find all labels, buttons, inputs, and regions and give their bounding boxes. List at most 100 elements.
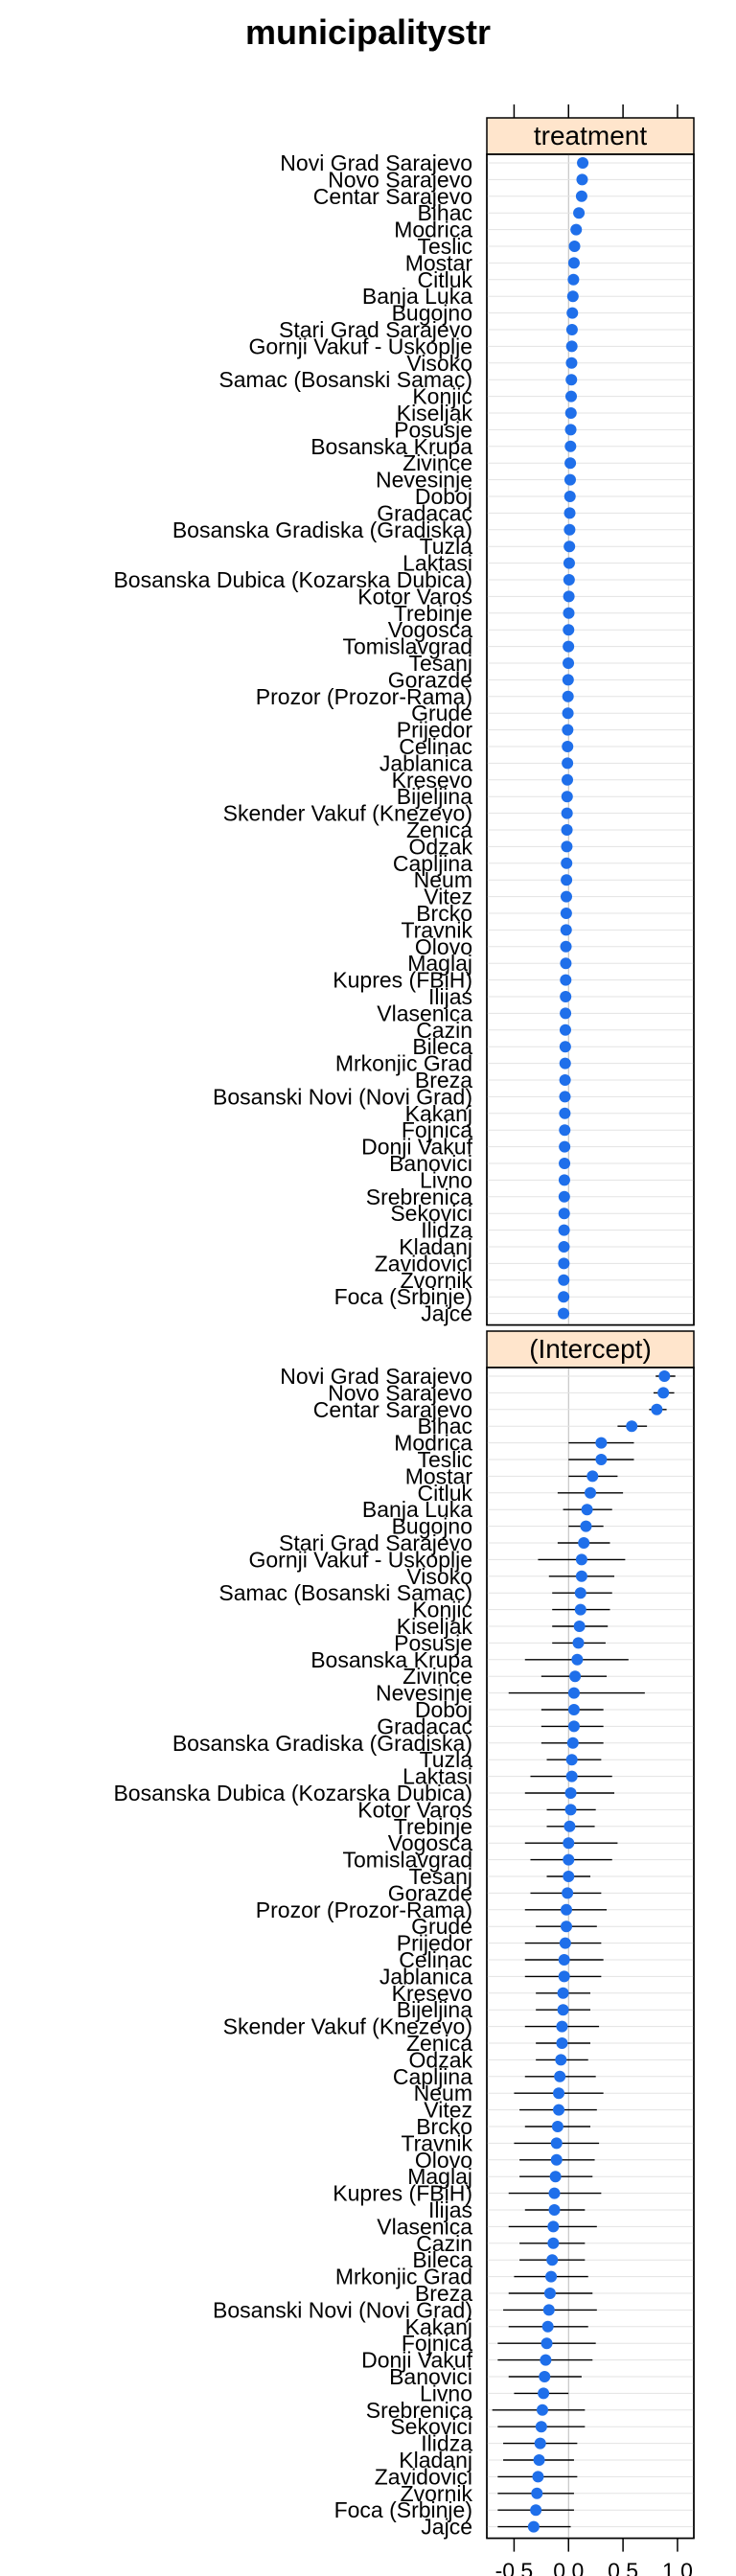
row-label: Teslic xyxy=(417,1447,472,1472)
data-point xyxy=(585,1486,596,1499)
row-label: Kresevo xyxy=(392,768,472,793)
data-point xyxy=(566,1736,579,1749)
row-label: Vitez xyxy=(424,885,472,909)
data-point xyxy=(560,1007,572,1020)
data-point xyxy=(565,340,578,353)
data-point xyxy=(550,2137,563,2150)
row-label: Celinac xyxy=(399,1947,472,1972)
row-label: Visoko xyxy=(406,351,472,376)
row-label: Srebrenica xyxy=(366,1184,472,1209)
data-point xyxy=(565,1754,578,1766)
row-label: Stari Grad Sarajevo xyxy=(279,1530,472,1555)
x-tick-label: 0.0 xyxy=(553,2559,584,2576)
data-point xyxy=(538,2387,550,2400)
row-label: Trebinje xyxy=(394,601,472,626)
data-point xyxy=(558,1174,570,1186)
data-point xyxy=(560,957,572,970)
row-label: Bihac xyxy=(417,1414,472,1438)
row-label: Doboj xyxy=(415,484,472,509)
panel-border xyxy=(486,1367,695,2540)
data-point xyxy=(564,540,576,553)
row-label: Ilijas xyxy=(428,2197,472,2222)
data-point xyxy=(557,1987,569,1999)
row-label: Kupres (FBiH) xyxy=(333,2181,472,2206)
row-label: Nevesinje xyxy=(376,468,472,493)
row-label: Gradacac xyxy=(377,500,472,525)
data-point xyxy=(562,1887,574,1899)
data-point xyxy=(547,2220,560,2233)
data-point xyxy=(559,1937,571,1949)
data-point xyxy=(565,1770,578,1782)
row-label: Mostar xyxy=(405,1463,473,1488)
row-label: Kresevo xyxy=(392,1981,472,2006)
data-point xyxy=(535,2421,547,2433)
data-point xyxy=(563,1871,575,1882)
data-point xyxy=(564,507,576,519)
row-label: Donji Vakuf xyxy=(361,2348,473,2373)
row-label: Kakanj xyxy=(405,1101,472,1126)
data-point xyxy=(540,2354,552,2366)
row-label: Bijeljina xyxy=(397,1997,472,2022)
row-label: Gornji Vakuf - Uskoplje xyxy=(249,334,473,358)
row-label: Kakanj xyxy=(405,2314,472,2339)
row-label: Novi Grad Sarajevo xyxy=(280,150,472,175)
data-point xyxy=(540,2337,553,2350)
data-point xyxy=(559,1091,571,1103)
row-label: Zavidovici xyxy=(375,1251,472,1276)
row-label: Bosanska Dubica (Kozarska Dubica) xyxy=(113,1781,472,1806)
data-point xyxy=(554,2070,566,2082)
row-label: Zvornik xyxy=(401,1268,473,1293)
row-label: Celinac xyxy=(399,734,472,759)
data-point xyxy=(658,1370,671,1382)
row-label: Mostar xyxy=(405,250,473,275)
row-label: Modrica xyxy=(394,1431,472,1456)
data-point xyxy=(567,273,580,286)
x-axis: -0.5 0.0 0.5 1.0 xyxy=(495,104,693,2576)
data-point xyxy=(573,207,586,219)
row-label: Bosanski Novi (Novi Grad) xyxy=(213,1084,472,1109)
row-label: Prijedor xyxy=(397,1931,473,1956)
data-point xyxy=(572,1637,585,1649)
data-point xyxy=(595,1454,608,1465)
row-label: Kladanj xyxy=(399,2448,472,2472)
row-label: Konjic xyxy=(412,1598,472,1622)
data-point xyxy=(586,1470,599,1483)
data-point xyxy=(530,2504,542,2517)
row-label: Vogosca xyxy=(388,617,472,642)
row-label: Skender Vakuf (Knezevo) xyxy=(223,2014,472,2039)
row-label: Zavidovici xyxy=(375,2464,472,2489)
data-point xyxy=(558,1291,570,1303)
row-label: Tuzla xyxy=(420,534,473,559)
row-label: Capljina xyxy=(393,2064,472,2089)
data-point xyxy=(571,1653,584,1666)
data-point xyxy=(573,1621,586,1632)
row-label: Foca (Srbinje) xyxy=(334,1284,472,1309)
data-point xyxy=(580,1520,592,1532)
row-label: Grude xyxy=(411,701,472,725)
data-point xyxy=(568,241,581,252)
data-point xyxy=(564,473,576,486)
data-point xyxy=(564,491,576,502)
data-point xyxy=(560,924,572,936)
row-label: Fojnica xyxy=(402,2331,472,2356)
data-point xyxy=(533,2454,545,2466)
row-label: Skender Vakuf (Knezevo) xyxy=(223,801,472,826)
data-point xyxy=(558,1241,570,1253)
row-label: Zvornik xyxy=(401,2481,473,2506)
data-point xyxy=(562,724,574,736)
row-label: Breza xyxy=(415,1068,472,1092)
data-point xyxy=(561,874,573,886)
row-label: Nevesinje xyxy=(376,1681,472,1706)
row-label: Foca (Srbinje) xyxy=(334,2497,472,2522)
data-point xyxy=(562,707,574,720)
row-label: Trebinje xyxy=(394,1814,472,1839)
row-label: Laktasi xyxy=(402,551,472,576)
data-point xyxy=(563,590,575,603)
data-point xyxy=(539,2371,551,2382)
row-label: Livno xyxy=(420,1167,472,1192)
row-label: Bijeljina xyxy=(397,784,472,809)
data-point xyxy=(558,1190,570,1203)
row-label: Maglaj xyxy=(407,2164,472,2189)
